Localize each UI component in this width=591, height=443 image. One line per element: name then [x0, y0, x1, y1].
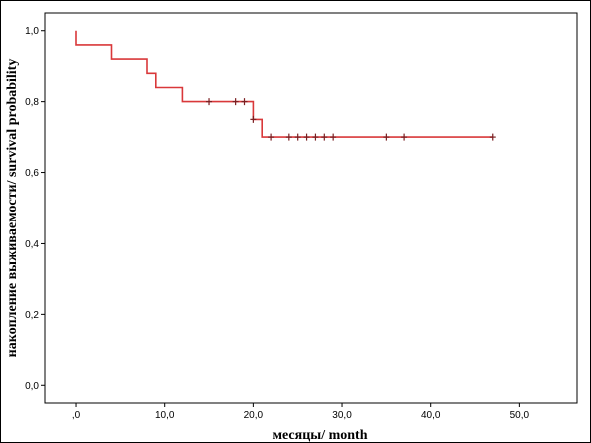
- x-tick-label: 50,0: [510, 410, 530, 421]
- y-axis-title: накопление выживаемости/ survival probab…: [5, 59, 20, 358]
- censor-mark: [383, 133, 390, 141]
- censor-mark: [232, 98, 239, 106]
- censor-mark: [250, 115, 257, 123]
- y-tick-label: 0,2: [25, 310, 39, 321]
- y-axis-ticks: 0,0 0,2 0,4 0,6 0,8 1,0: [25, 26, 45, 392]
- censor-mark: [206, 98, 213, 106]
- censor-mark: [401, 133, 408, 141]
- censor-mark: [294, 133, 301, 141]
- y-tick-label: 1,0: [25, 26, 39, 37]
- censor-mark: [489, 133, 496, 141]
- censor-mark: [303, 133, 310, 141]
- x-axis-title: месяцы/ month: [273, 428, 368, 443]
- x-tick-label: 30,0: [332, 410, 352, 421]
- censor-mark: [268, 133, 275, 141]
- censor-mark: [321, 133, 328, 141]
- y-tick-label: 0,8: [25, 97, 39, 108]
- y-tick-label: 0,4: [25, 239, 39, 250]
- censor-mark: [285, 133, 292, 141]
- plot-area: [44, 12, 578, 404]
- y-tick-label: 0,0: [25, 381, 39, 392]
- x-tick-label: 20,0: [244, 410, 264, 421]
- survival-step-line: [75, 30, 493, 138]
- x-tick-label: 40,0: [421, 410, 441, 421]
- censor-mark: [241, 98, 248, 106]
- series-layer: [75, 30, 496, 141]
- x-tick-label: ,0: [72, 410, 81, 421]
- y-tick-label: 0,6: [25, 168, 39, 179]
- censor-mark: [330, 133, 337, 141]
- x-tick-label: 10,0: [155, 410, 175, 421]
- censor-mark: [312, 133, 319, 141]
- x-axis-ticks: ,0 10,0 20,0 30,0 40,0 50,0: [72, 403, 530, 421]
